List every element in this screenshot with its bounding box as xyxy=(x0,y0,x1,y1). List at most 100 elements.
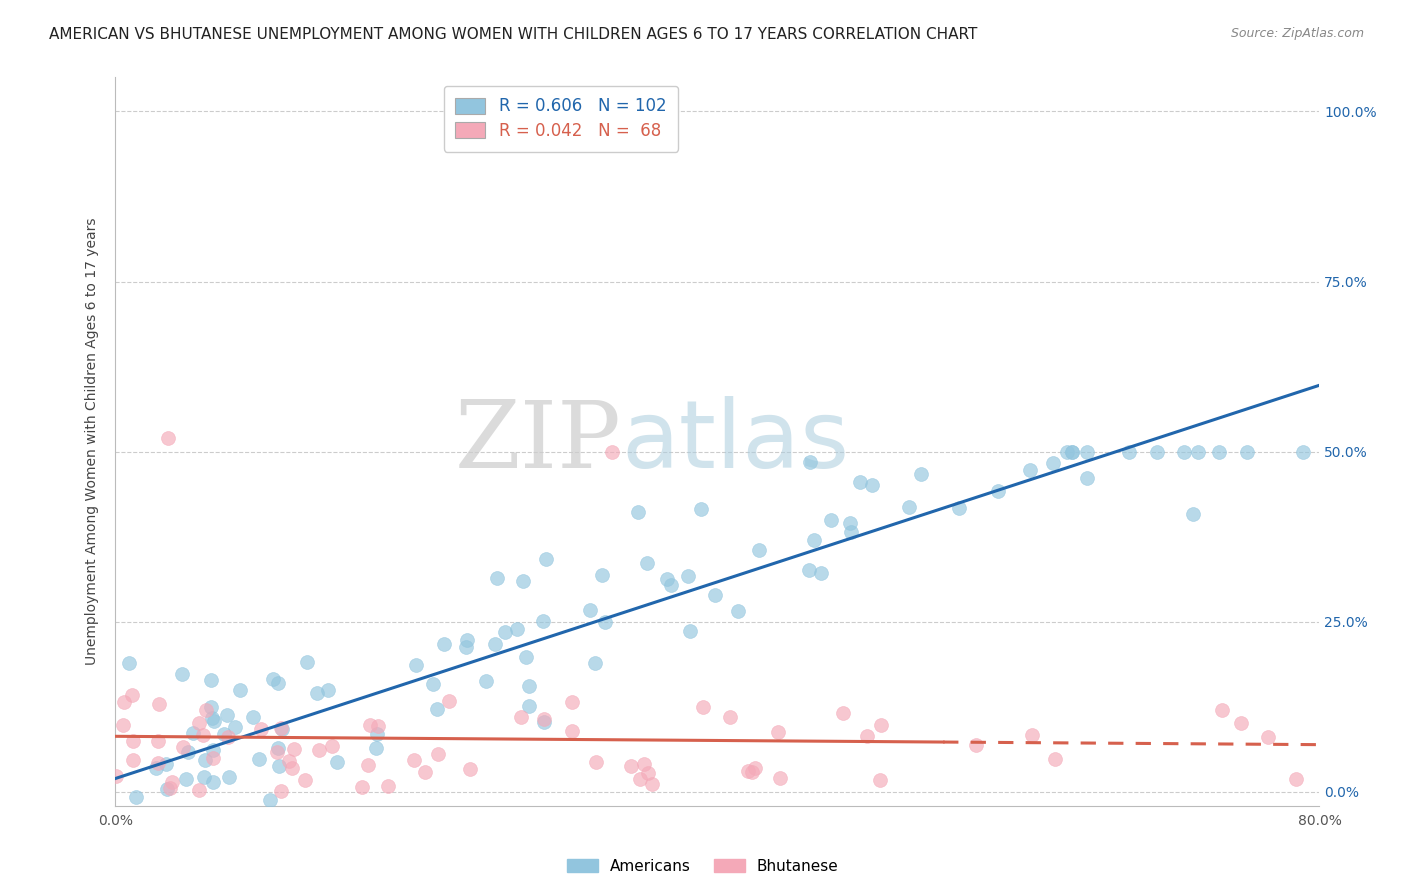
Point xyxy=(1182,508,1205,522)
Point xyxy=(633,756,655,771)
Point xyxy=(454,640,477,654)
Point xyxy=(1076,444,1098,458)
Point xyxy=(1042,456,1064,470)
Point xyxy=(281,761,304,775)
Point xyxy=(247,752,270,766)
Point xyxy=(799,455,821,469)
Point xyxy=(768,724,790,739)
Point xyxy=(224,720,246,734)
Point xyxy=(620,759,643,773)
Text: Source: ZipAtlas.com: Source: ZipAtlas.com xyxy=(1230,27,1364,40)
Point xyxy=(627,505,650,519)
Point xyxy=(533,712,555,726)
Point xyxy=(125,790,148,805)
Point xyxy=(869,772,891,787)
Point xyxy=(1257,730,1279,744)
Point xyxy=(193,770,215,784)
Point xyxy=(1211,703,1233,717)
Point xyxy=(188,783,211,797)
Point xyxy=(869,718,891,732)
Point xyxy=(186,819,208,833)
Point xyxy=(506,623,529,637)
Point xyxy=(224,817,246,831)
Point xyxy=(456,633,478,648)
Point xyxy=(600,444,623,458)
Point xyxy=(965,739,987,753)
Point xyxy=(242,710,264,724)
Point xyxy=(202,714,225,729)
Point xyxy=(170,667,193,681)
Point xyxy=(201,743,224,757)
Point xyxy=(121,753,143,767)
Point xyxy=(810,566,832,581)
Point xyxy=(910,467,932,482)
Point xyxy=(641,777,664,791)
Point xyxy=(366,727,388,741)
Point xyxy=(1229,716,1251,731)
Text: ZIP: ZIP xyxy=(454,397,621,486)
Point xyxy=(270,783,292,797)
Point xyxy=(218,770,240,784)
Point xyxy=(1236,444,1258,458)
Point xyxy=(860,478,883,492)
Point xyxy=(295,655,318,669)
Point xyxy=(583,656,606,670)
Point xyxy=(283,741,305,756)
Point xyxy=(200,673,222,687)
Point xyxy=(146,734,169,748)
Point xyxy=(325,755,347,769)
Point xyxy=(148,698,170,712)
Point xyxy=(987,483,1010,498)
Point xyxy=(350,780,373,795)
Point xyxy=(1021,728,1043,742)
Point xyxy=(510,709,533,723)
Point xyxy=(744,760,766,774)
Point xyxy=(270,722,292,736)
Point xyxy=(1056,444,1078,458)
Point xyxy=(377,779,399,793)
Point xyxy=(143,819,166,833)
Point xyxy=(1062,444,1084,458)
Point xyxy=(262,672,284,686)
Point xyxy=(427,747,450,761)
Point xyxy=(737,764,759,778)
Point xyxy=(659,578,682,592)
Point xyxy=(246,819,269,833)
Point xyxy=(215,708,238,723)
Point xyxy=(156,781,179,796)
Point xyxy=(692,699,714,714)
Point xyxy=(458,762,481,776)
Point xyxy=(112,717,135,731)
Point xyxy=(803,533,825,547)
Point xyxy=(948,501,970,516)
Point xyxy=(202,775,225,789)
Point xyxy=(585,755,607,769)
Point xyxy=(367,718,389,732)
Point xyxy=(533,715,555,730)
Point xyxy=(689,502,711,516)
Point xyxy=(591,568,613,582)
Point xyxy=(357,757,380,772)
Point xyxy=(1208,444,1230,458)
Point xyxy=(177,745,200,759)
Point xyxy=(194,753,217,767)
Point xyxy=(364,740,387,755)
Point xyxy=(593,615,616,629)
Point xyxy=(1285,772,1308,786)
Point xyxy=(415,765,437,780)
Point xyxy=(486,571,509,585)
Point xyxy=(841,525,863,540)
Point xyxy=(1019,463,1042,477)
Point xyxy=(405,657,427,672)
Point xyxy=(531,615,554,629)
Point xyxy=(849,475,872,490)
Point xyxy=(494,624,516,639)
Point xyxy=(217,731,239,745)
Point xyxy=(561,695,583,709)
Point xyxy=(201,751,224,765)
Point xyxy=(270,721,292,735)
Point xyxy=(121,734,143,748)
Point xyxy=(267,759,290,773)
Point xyxy=(105,769,128,783)
Point xyxy=(318,683,340,698)
